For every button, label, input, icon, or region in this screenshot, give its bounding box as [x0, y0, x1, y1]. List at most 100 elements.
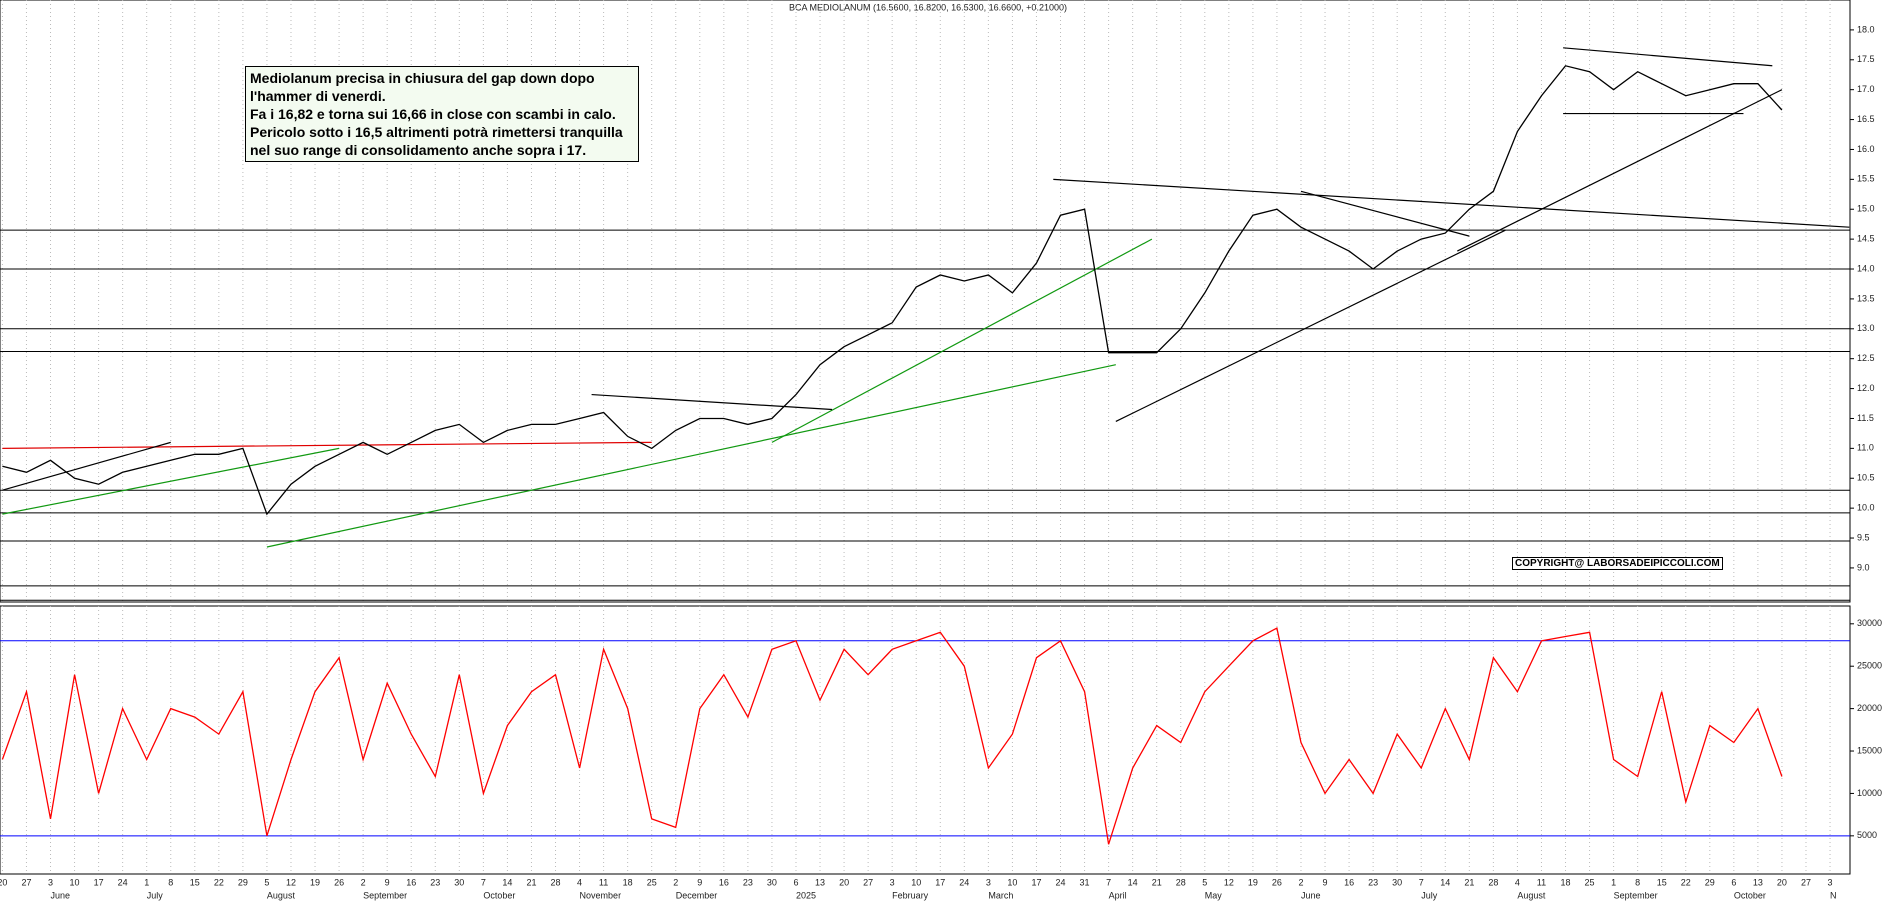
series-line: [1, 627, 1783, 845]
x-tick-label: 3: [48, 877, 53, 887]
trend-line: [1457, 89, 1783, 252]
trend-line: [2, 441, 171, 491]
y-tick-label: 10.5: [1857, 473, 1875, 483]
y-tick-label: 11.5: [1857, 413, 1874, 423]
x-tick-label: 9: [697, 877, 702, 887]
y-tick-label: 12.0: [1857, 383, 1875, 393]
x-month-label: July: [1421, 890, 1438, 900]
y-tick-label: 13.0: [1857, 323, 1875, 333]
x-month-label: August: [267, 890, 296, 900]
y-tick-label: 15.5: [1857, 174, 1875, 184]
x-tick-label: 24: [959, 877, 969, 887]
x-tick-label: 7: [1106, 877, 1111, 887]
trend-line: [1300, 190, 1470, 237]
x-month-label: November: [580, 890, 622, 900]
x-tick-label: 25: [1585, 877, 1595, 887]
x-tick-label: 24: [1056, 877, 1066, 887]
x-tick-label: 12: [286, 877, 296, 887]
x-month-label: March: [988, 890, 1013, 900]
y-tick-label: 12.5: [1857, 353, 1875, 363]
x-tick-label: 21: [526, 877, 536, 887]
x-month-label: February: [892, 890, 929, 900]
x-tick-label: 6: [793, 877, 798, 887]
panel-frame: [0, 0, 1851, 603]
y-tick-label: 10000: [1857, 788, 1882, 798]
x-tick-label: 9: [1323, 877, 1328, 887]
x-tick-label: 29: [238, 877, 248, 887]
x-tick-label: 1: [144, 877, 149, 887]
x-tick-label: 20: [839, 877, 849, 887]
y-tick-label: 17.5: [1857, 54, 1875, 64]
x-tick-label: 20: [0, 877, 7, 887]
y-tick-label: 16.0: [1857, 144, 1875, 154]
x-month-label: October: [483, 890, 515, 900]
x-month-label: September: [363, 890, 407, 900]
y-tick-label: 11.0: [1857, 443, 1874, 453]
trend-line: [771, 238, 1153, 443]
annotation-line: l'hammer di venerdi.: [250, 88, 386, 104]
annotation-line: nel suo range di consolidamento anche so…: [250, 142, 587, 158]
x-tick-label: 30: [1392, 877, 1402, 887]
x-tick-label: 21: [1152, 877, 1162, 887]
x-tick-label: 29: [1705, 877, 1715, 887]
x-tick-label: 14: [1128, 877, 1138, 887]
trend-line: [1053, 178, 1850, 228]
x-month-label: June: [1301, 890, 1321, 900]
x-tick-label: 4: [577, 877, 582, 887]
trend-line: [266, 364, 1116, 548]
y-tick-label: 14.5: [1857, 234, 1875, 244]
x-tick-label: 8: [1635, 877, 1640, 887]
y-tick-label: 14.0: [1857, 263, 1875, 273]
x-tick-label: 27: [863, 877, 873, 887]
y-tick-label: 13.5: [1857, 293, 1875, 303]
y-tick-label: 9.5: [1857, 532, 1870, 542]
trend-line: [591, 393, 833, 411]
x-tick-label: 30: [454, 877, 464, 887]
x-month-label: December: [676, 890, 718, 900]
x-tick-label: 16: [406, 877, 416, 887]
x-tick-label: 28: [551, 877, 561, 887]
x-tick-label: 14: [502, 877, 512, 887]
x-tick-label: 22: [1681, 877, 1691, 887]
x-tick-label: 25: [647, 877, 657, 887]
annotation-line: Pericolo sotto i 16,5 altrimenti potrà r…: [250, 124, 623, 140]
x-tick-label: 22: [214, 877, 224, 887]
x-tick-label: 6: [1731, 877, 1736, 887]
y-tick-label: 18.0: [1857, 24, 1875, 34]
y-tick-label: 5000: [1857, 830, 1877, 840]
x-tick-label: 2: [361, 877, 366, 887]
x-tick-label: 30: [767, 877, 777, 887]
x-tick-label: 24: [118, 877, 128, 887]
x-tick-label: 8: [168, 877, 173, 887]
x-tick-label: 10: [911, 877, 921, 887]
y-tick-label: 17.0: [1857, 84, 1875, 94]
x-tick-label: 26: [1272, 877, 1282, 887]
chart-title: BCA MEDIOLANUM (16.5600, 16.8200, 16.530…: [789, 2, 1067, 12]
x-tick-label: 15: [1657, 877, 1667, 887]
trend-line: [2, 441, 652, 449]
x-tick-label: 5: [264, 877, 269, 887]
x-tick-label: 13: [1753, 877, 1763, 887]
x-month-label: April: [1109, 890, 1127, 900]
trend-line: [2, 447, 340, 515]
x-tick-label: 16: [1344, 877, 1354, 887]
x-tick-label: 1: [1611, 877, 1616, 887]
x-tick-label: 3: [986, 877, 991, 887]
x-tick-label: 31: [1080, 877, 1090, 887]
x-tick-label: 3: [890, 877, 895, 887]
x-tick-label: 7: [481, 877, 486, 887]
x-month-label: July: [147, 890, 164, 900]
x-tick-label: 23: [1368, 877, 1378, 887]
y-tick-label: 15.0: [1857, 204, 1875, 214]
x-tick-label: 23: [430, 877, 440, 887]
x-tick-label: 11: [599, 877, 608, 887]
y-tick-label: 30000: [1857, 618, 1882, 628]
panel-frame: [0, 605, 1851, 875]
trend-line: [1115, 229, 1506, 422]
x-tick-label: 23: [743, 877, 753, 887]
x-tick-label: 7: [1419, 877, 1424, 887]
x-month-label: August: [1517, 890, 1546, 900]
x-tick-label: 16: [719, 877, 729, 887]
copyright: COPYRIGHT@ LABORSADEIPICCOLI.COM: [1512, 557, 1723, 570]
